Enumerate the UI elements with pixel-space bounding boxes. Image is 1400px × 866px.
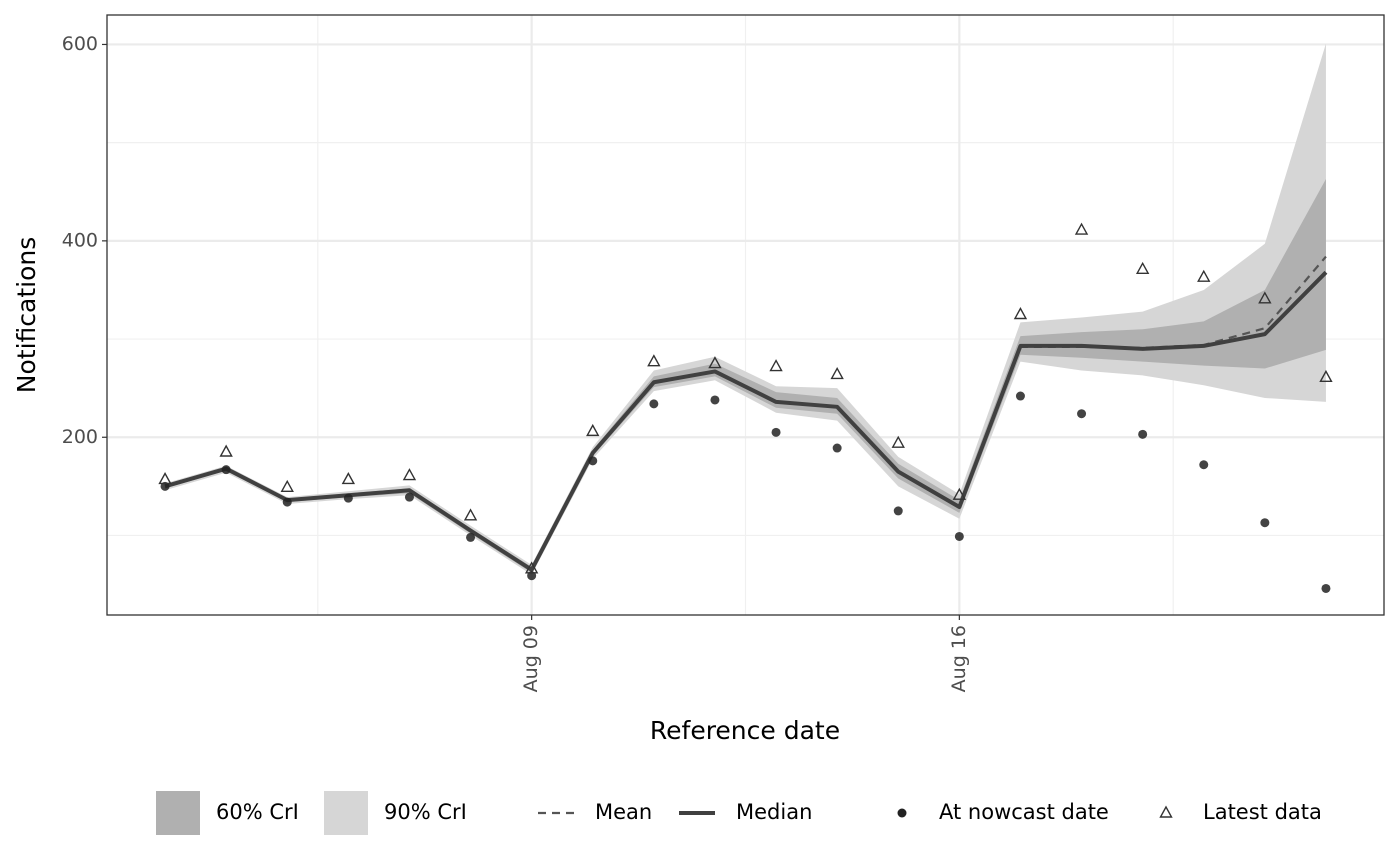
dot-marker xyxy=(954,531,964,541)
dot-marker xyxy=(221,465,231,475)
triangle-marker xyxy=(402,468,417,481)
triangle-marker xyxy=(524,561,539,574)
dot-marker xyxy=(832,443,842,453)
triangle-marker xyxy=(708,356,722,369)
dot-marker xyxy=(649,399,659,409)
x-tick-label: Aug 09 xyxy=(520,625,542,692)
triangle-marker xyxy=(219,444,233,457)
triangle-marker xyxy=(769,359,783,372)
legend-label: 60% CrI xyxy=(216,800,299,824)
triangle-marker xyxy=(1319,369,1333,383)
dot-marker xyxy=(1199,460,1209,470)
dot-marker xyxy=(1015,391,1025,401)
legend-label: 90% CrI xyxy=(384,800,467,824)
dot-marker xyxy=(343,493,353,503)
legend-label: Median xyxy=(736,800,812,824)
legend-label: Latest data xyxy=(1203,800,1322,824)
legend-dot xyxy=(897,808,907,818)
series-line xyxy=(164,270,1328,572)
legend-label: Mean xyxy=(595,800,652,824)
y-tick-label: 200 xyxy=(62,426,98,448)
triangle-marker xyxy=(952,487,967,500)
dot-marker xyxy=(1321,583,1331,593)
triangle-marker xyxy=(1135,261,1150,275)
triangle-marker xyxy=(1258,291,1272,304)
triangle-marker xyxy=(463,508,478,521)
triangle-marker xyxy=(158,472,172,485)
dot-marker xyxy=(1138,429,1148,439)
legend-label: At nowcast date xyxy=(939,800,1109,824)
triangle-marker xyxy=(891,435,905,448)
dot-marker xyxy=(1077,409,1087,419)
triangle-marker xyxy=(280,479,294,493)
y-tick-label: 600 xyxy=(62,33,98,55)
dot-marker xyxy=(710,395,720,405)
y-tick-label: 400 xyxy=(62,229,98,251)
legend-swatch xyxy=(156,791,200,835)
triangle-marker xyxy=(341,472,356,485)
legend-triangle xyxy=(1159,805,1173,818)
dot-marker xyxy=(893,506,903,516)
dot-marker xyxy=(466,532,476,542)
triangle-marker xyxy=(1074,222,1089,235)
triangle-marker xyxy=(1197,269,1211,282)
x-axis-title: Reference date xyxy=(650,716,840,745)
triangle-marker xyxy=(1013,307,1028,320)
dot-marker xyxy=(1260,518,1270,528)
y-axis-title: Notifications xyxy=(12,237,41,393)
panel-border xyxy=(106,14,1385,616)
dot-marker xyxy=(771,427,781,437)
dot-marker xyxy=(282,497,292,507)
triangle-marker xyxy=(647,354,661,367)
triangle-marker xyxy=(586,423,600,437)
x-tick-label: Aug 16 xyxy=(948,625,970,692)
legend-swatch xyxy=(324,791,368,835)
triangle-marker xyxy=(830,366,844,380)
dot-marker xyxy=(588,456,598,466)
dot-marker xyxy=(404,492,414,502)
